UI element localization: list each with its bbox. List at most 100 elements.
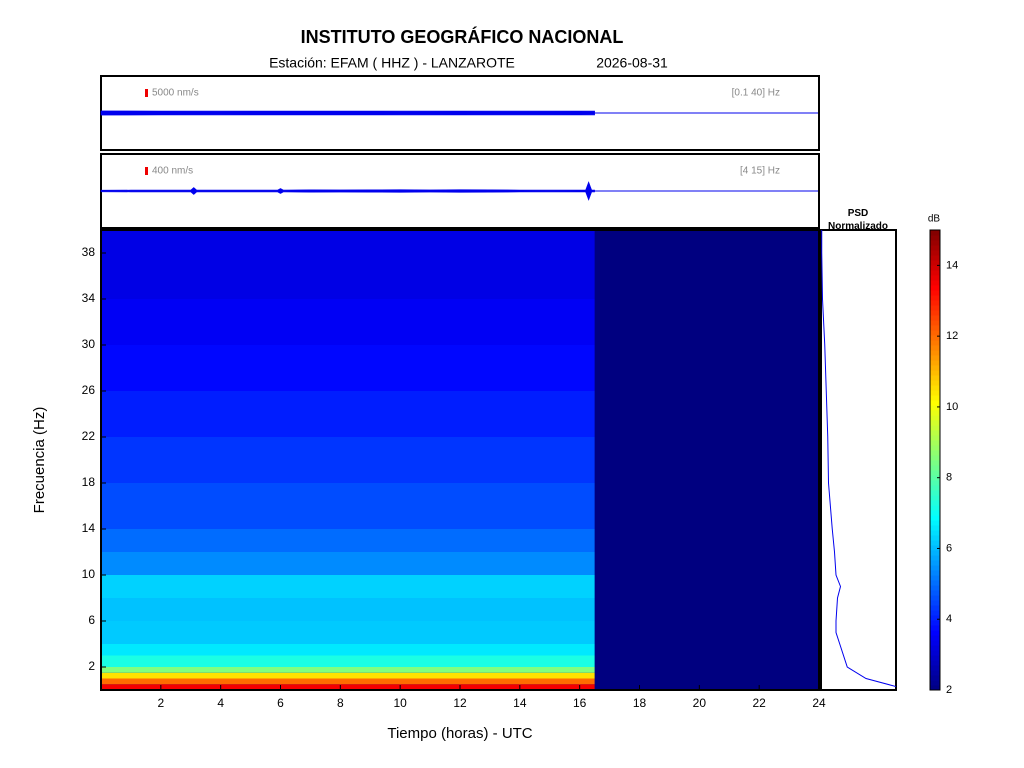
colorbar-cell — [930, 670, 940, 676]
colorbar-cell — [930, 475, 940, 481]
colorbar-tick-label: 6 — [946, 542, 952, 554]
y-tick-label: 38 — [82, 245, 96, 259]
colorbar-cell — [930, 490, 940, 496]
colorbar-cell — [930, 370, 940, 376]
colorbar-cell — [930, 415, 940, 421]
spectrogram-band — [101, 678, 595, 685]
y-tick-label: 30 — [82, 337, 96, 351]
colorbar-cell — [930, 535, 940, 541]
trace-envelope — [100, 110, 595, 116]
colorbar-cell — [930, 430, 940, 436]
colorbar-cell — [930, 235, 940, 241]
spectrogram-band — [101, 391, 595, 437]
y-tick-label: 18 — [82, 475, 96, 489]
spectrogram-band — [101, 621, 595, 644]
spectrogram-band — [101, 345, 595, 391]
colorbar-cell — [930, 405, 940, 411]
colorbar-cell — [930, 500, 940, 506]
filter-label: [0.1 40] Hz — [732, 88, 780, 99]
colorbar-cell — [930, 495, 940, 501]
colorbar-cell — [930, 595, 940, 601]
colorbar-cell — [930, 580, 940, 586]
colorbar-cell — [930, 675, 940, 681]
scale-label: 5000 nm/s — [152, 88, 199, 99]
y-tick-label: 34 — [82, 291, 96, 305]
colorbar-cell — [930, 315, 940, 321]
colorbar-cell — [930, 245, 940, 251]
colorbar-cell — [930, 510, 940, 516]
colorbar-cell — [930, 320, 940, 326]
psd-line — [821, 230, 897, 688]
colorbar-cell — [930, 545, 940, 551]
psd-title: PSD Normalizado — [828, 208, 888, 232]
colorbar-cell — [930, 420, 940, 426]
colorbar-cell — [930, 525, 940, 531]
colorbar-cell — [930, 505, 940, 511]
colorbar-cell — [930, 380, 940, 386]
colorbar-cell — [930, 640, 940, 646]
colorbar-cell — [930, 660, 940, 666]
spectrogram-band — [101, 655, 595, 667]
colorbar-cell — [930, 455, 940, 461]
chart-subtitle: Estación: EFAM ( HHZ ) - LANZAROTE — [269, 55, 515, 71]
psd-frame — [820, 229, 897, 691]
spectrogram-band — [101, 667, 595, 673]
colorbar-cell — [930, 325, 940, 331]
x-tick-label: 8 — [337, 696, 344, 710]
colorbar-cell — [930, 450, 940, 456]
colorbar-cell — [930, 685, 940, 691]
trace-envelope — [100, 181, 595, 201]
colorbar-cell — [930, 585, 940, 591]
colorbar-cell — [930, 425, 940, 431]
colorbar-tick-label: 4 — [946, 613, 952, 625]
x-tick-label: 16 — [573, 696, 587, 710]
colorbar-cell — [930, 560, 940, 566]
x-tick-label: 22 — [752, 696, 766, 710]
colorbar-cell — [930, 520, 940, 526]
scale-bar — [145, 89, 148, 97]
colorbar-tick-label: 14 — [946, 259, 958, 271]
colorbar-cell — [930, 485, 940, 491]
colorbar-cell — [930, 350, 940, 356]
spectrogram-band — [101, 598, 595, 621]
colorbar-cell — [930, 330, 940, 336]
colorbar-cell — [930, 600, 940, 606]
colorbar-frame — [929, 229, 941, 691]
colorbar-cell — [930, 295, 940, 301]
colorbar-cell — [930, 435, 940, 441]
spectrogram-band — [101, 552, 595, 575]
x-tick-label: 10 — [393, 696, 407, 710]
y-tick-label: 26 — [82, 383, 96, 397]
colorbar-cell — [930, 460, 940, 466]
colorbar-cell — [930, 445, 940, 451]
colorbar-cell — [930, 650, 940, 656]
x-tick-label: 12 — [453, 696, 467, 710]
spectrogram-band — [101, 483, 595, 529]
colorbar-tick-label: 8 — [946, 472, 952, 484]
colorbar-cell — [930, 665, 940, 671]
colorbar-cell — [930, 240, 940, 246]
colorbar-cell — [930, 345, 940, 351]
y-tick-label: 22 — [82, 429, 96, 443]
colorbar-cell — [930, 285, 940, 291]
colorbar-cell — [930, 610, 940, 616]
colorbar-cell — [930, 390, 940, 396]
colorbar-cell — [930, 310, 940, 316]
colorbar-cell — [930, 355, 940, 361]
colorbar-cell — [930, 365, 940, 371]
x-axis-label: Tiempo (horas) - UTC — [387, 725, 532, 742]
colorbar-cell — [930, 530, 940, 536]
colorbar-cell — [930, 615, 940, 621]
spectrogram-band — [101, 230, 595, 299]
colorbar-cell — [930, 360, 940, 366]
colorbar-cell — [930, 395, 940, 401]
colorbar-cell — [930, 470, 940, 476]
colorbar-cell — [930, 570, 940, 576]
colorbar-cell — [930, 655, 940, 661]
y-axis-label: Frecuencia (Hz) — [31, 407, 48, 514]
colorbar-tick-label: 12 — [946, 330, 958, 342]
colorbar-cell — [930, 340, 940, 346]
colorbar-cell — [930, 590, 940, 596]
colorbar-cell — [930, 270, 940, 276]
